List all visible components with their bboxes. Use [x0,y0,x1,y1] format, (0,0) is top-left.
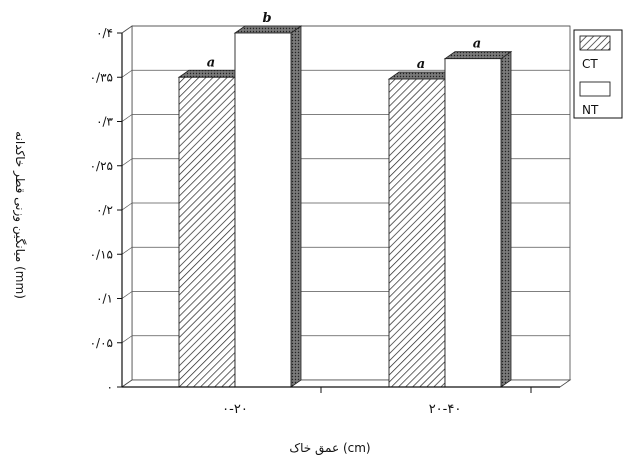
bar-NT [445,59,501,387]
legend: CT NT [574,30,622,118]
legend-label: NT [582,103,599,117]
y-axis-title: میانگین وزنی قطر خاکدانه (mm) [12,131,27,299]
bar-side-NT [291,26,301,387]
legend-swatch-NT [580,82,610,96]
y-tick-label: ۰ [107,380,113,394]
bar-top-NT [235,26,301,33]
y-tick-label: ۰/۱۵ [90,247,113,261]
y-tick-label: ۰/۲ [96,203,113,217]
legend-label: CT [582,57,598,71]
y-tick-label: ۰/۳۵ [90,70,113,84]
bar-side-NT [501,52,511,387]
x-tick-label: ۲۰-۴۰ [429,402,462,417]
x-tick-label: ۰-۲۰ [222,402,248,417]
bar-top-NT [445,52,511,59]
bar-CT [389,79,445,387]
significance-letter: b [262,11,271,26]
y-tick-label: ۰/۴ [96,26,113,40]
bar-CT [179,77,235,387]
x-axis-title: عمق خاک (cm) [289,441,370,456]
bar-NT [235,33,291,387]
y-tick-label: ۰/۰۵ [90,336,113,350]
legend-swatch-CT [580,36,610,50]
significance-letter: a [207,55,215,70]
y-tick-label: ۰/۱ [96,292,113,306]
y-tick-label: ۰/۲۵ [90,159,113,173]
y-tick-label: ۰/۳ [96,115,113,129]
significance-letter: a [417,57,425,72]
significance-letter: a [473,37,481,52]
